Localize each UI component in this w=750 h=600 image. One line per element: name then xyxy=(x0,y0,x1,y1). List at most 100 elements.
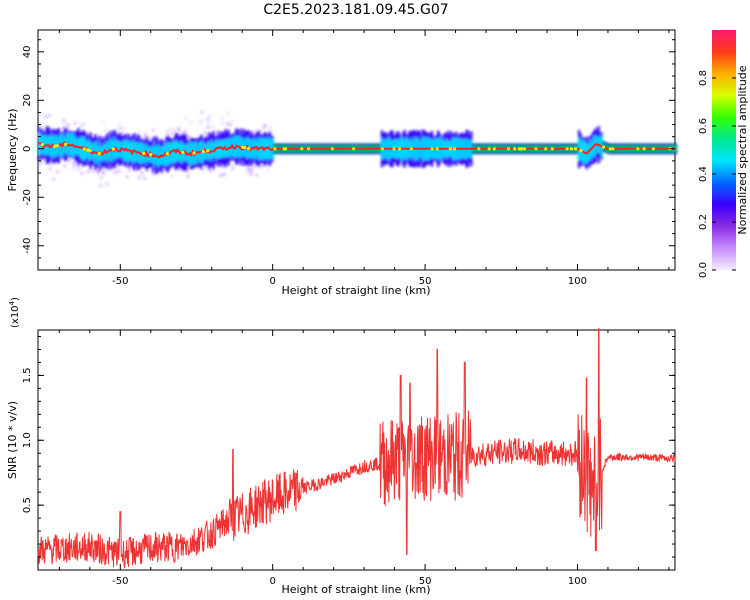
spectrogram-cell xyxy=(71,167,75,171)
spectrogram-peak xyxy=(247,146,251,150)
spectrogram-peak xyxy=(149,152,153,157)
spectrogram-cell xyxy=(202,129,206,133)
colorbar-tick-label: 0.0 xyxy=(698,262,709,278)
spectrogram-cell xyxy=(62,125,66,129)
spectrogram-cell xyxy=(147,146,150,162)
spectrogram-cell xyxy=(63,164,67,168)
spectrogram-cell xyxy=(173,129,177,133)
spectrogram-cell xyxy=(206,117,210,121)
spectrogram-cell xyxy=(247,168,251,172)
x-tick-label: -50 xyxy=(112,576,128,587)
spectrogram-cell xyxy=(72,162,76,166)
spectrogram-peak xyxy=(97,151,101,156)
spectrogram-peak xyxy=(283,147,287,151)
x-tick-label: 50 xyxy=(419,576,432,587)
spectrogram-cell xyxy=(262,125,266,129)
spectrogram-cell xyxy=(117,169,121,173)
spectrogram-cell xyxy=(216,129,220,133)
x-tick-label: 100 xyxy=(568,276,587,287)
spectrogram-cell xyxy=(172,140,176,164)
spectrogram-cell xyxy=(151,172,155,176)
spectrogram-peak xyxy=(492,147,496,151)
spectrogram-cell xyxy=(254,129,258,133)
spectrogram-peak xyxy=(477,147,481,151)
spectrogram-peak xyxy=(522,147,527,151)
spectrogram-cell xyxy=(143,132,147,136)
spectrogram-cell xyxy=(86,170,90,174)
spectrogram-cell xyxy=(216,141,220,158)
spectrogram-cell xyxy=(217,131,221,135)
spectrogram-cell xyxy=(118,141,121,158)
y-tick-label: 1.5 xyxy=(22,367,33,383)
colorbar-ticks: 0.0 0.2 0.4 0.6 0.8 xyxy=(698,70,736,278)
snr-series xyxy=(37,328,676,569)
spectrogram-cell xyxy=(49,162,53,166)
spectrogram-cell xyxy=(255,173,259,177)
spectrogram-peak xyxy=(306,147,311,151)
spectrogram-cell xyxy=(146,136,150,140)
spectrogram-cell xyxy=(258,129,262,133)
spectrogram-cell xyxy=(101,171,105,175)
snr-line xyxy=(37,328,676,569)
spectrogram-cell xyxy=(91,170,95,174)
snr-panel: -50 0 50 100 0.5 1.0 1.5 Height of straight li… xyxy=(6,297,676,596)
spectrogram-cell xyxy=(37,163,41,167)
spectrogram-peak xyxy=(565,147,569,151)
spectrogram-cell xyxy=(244,171,248,175)
colorbar-tick-label: 0.6 xyxy=(698,118,709,134)
spectrogram-cell xyxy=(218,174,222,178)
spectrogram-cell xyxy=(178,168,182,172)
spectrogram-cell xyxy=(189,121,193,125)
spectrogram-peak xyxy=(142,151,146,156)
spectrogram-cell xyxy=(249,167,253,171)
spectrogram-cell xyxy=(127,168,131,172)
spectrogram-cell xyxy=(184,116,188,120)
x-tick-label: -50 xyxy=(112,276,128,287)
spectrogram-cell xyxy=(134,166,138,170)
spectrogram-peak xyxy=(534,147,538,151)
spectrogram-cell xyxy=(55,170,59,174)
spectrogram-cell xyxy=(147,169,151,173)
spectrogram-peak xyxy=(53,144,57,148)
spectrogram-cell xyxy=(67,123,71,127)
spectrogram-peak xyxy=(352,147,356,151)
spectrogram-cell xyxy=(99,184,103,188)
snr-y-multiplier: (x104) xyxy=(8,297,21,328)
spectrogram-peak xyxy=(573,147,578,151)
spectrogram-cell xyxy=(51,177,55,181)
colorbar-tick-label: 0.8 xyxy=(698,70,709,86)
spectrogram-peak xyxy=(519,147,523,151)
snr-axis-ticks: -50 0 50 100 0.5 1.0 1.5 xyxy=(22,330,675,587)
spectrogram-cell xyxy=(186,174,190,178)
spectrogram-cell xyxy=(266,168,270,172)
spectrogram-peak xyxy=(636,147,640,151)
spectrogram-peak xyxy=(206,149,210,153)
spectrogram-peak xyxy=(449,147,453,151)
spectrogram-cell xyxy=(202,167,206,171)
spectrogram-peak xyxy=(409,147,413,151)
spectrogram-peak xyxy=(201,149,205,154)
spectrogram-cell xyxy=(221,165,225,169)
spectrogram-peak xyxy=(513,147,517,151)
spectrogram-cell xyxy=(91,142,94,160)
y-tick-label: -40 xyxy=(22,238,33,254)
spectrogram-cell xyxy=(129,164,133,168)
spectrogram-cell xyxy=(123,127,127,131)
spectrogram-cell xyxy=(80,171,84,175)
spectrogram-peak xyxy=(452,147,457,151)
spectrogram-cell xyxy=(201,167,205,171)
spectrogram-peak xyxy=(651,147,655,151)
spectrogram-cell xyxy=(253,165,257,169)
spectrogram-cell xyxy=(230,119,234,123)
spectrogram-cell xyxy=(116,172,120,176)
spectrogram-cell xyxy=(260,137,264,160)
spectrogram-peak xyxy=(601,145,606,149)
spectrogram-cell xyxy=(157,144,161,168)
spectrogram-cell xyxy=(211,124,215,128)
spectrogram-cell xyxy=(105,182,109,186)
spectrogram-cell xyxy=(206,120,210,124)
spectrogram-peak xyxy=(642,147,646,151)
spectrogram-cell xyxy=(254,139,258,159)
spectrogram-peak xyxy=(40,143,44,147)
spectrogram-cell xyxy=(39,160,43,164)
